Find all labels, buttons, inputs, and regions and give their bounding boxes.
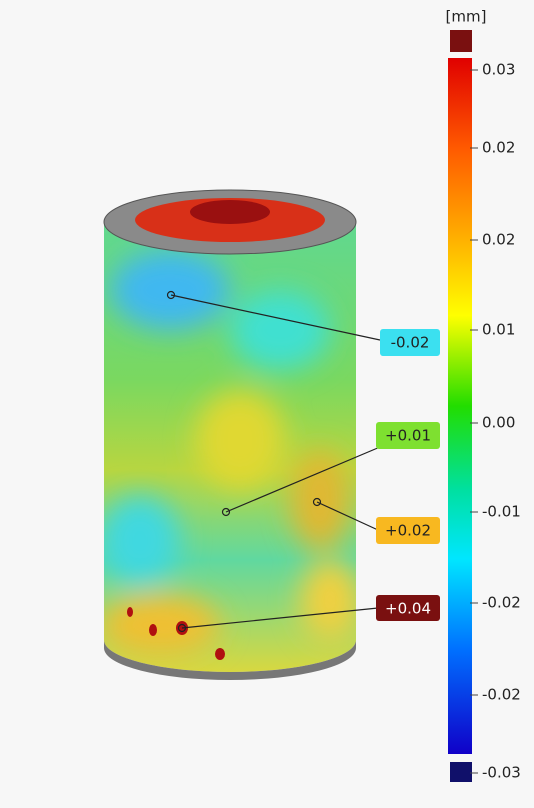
cylinder [100,190,360,680]
scale-label: 0.02 [482,139,515,157]
callout-label: +0.04 [385,600,431,618]
callouts: -0.02 +0.01 +0.02 +0.04 [376,329,440,621]
color-bar [448,58,472,754]
scale-label: -0.01 [482,503,521,521]
deviation-view: -0.02 +0.01 +0.02 +0.04 [mm] 0.03 0.02 0.0… [0,0,534,808]
scale-label: -0.02 [482,594,521,612]
scale-label: 0.01 [482,321,515,339]
page: {"scale":{"unit":"[mm]","labels":["0.03"… [0,0,534,808]
scale-label: 0.03 [482,61,515,79]
over-range-swatch [450,30,472,52]
scale-label: -0.03 [482,764,521,782]
scale-label: 0.00 [482,414,515,432]
callout-label: -0.02 [391,334,430,352]
scale-label: 0.02 [482,231,515,249]
scale-label: -0.02 [482,686,521,704]
callout-label: +0.01 [385,427,431,445]
color-scale: [mm] 0.03 0.02 0.02 0.01 0.00 -0.01 -0.02 -0.02… [446,8,521,783]
under-range-swatch [450,762,472,782]
scale-unit: [mm] [446,8,487,26]
callout-label: +0.02 [385,522,431,540]
